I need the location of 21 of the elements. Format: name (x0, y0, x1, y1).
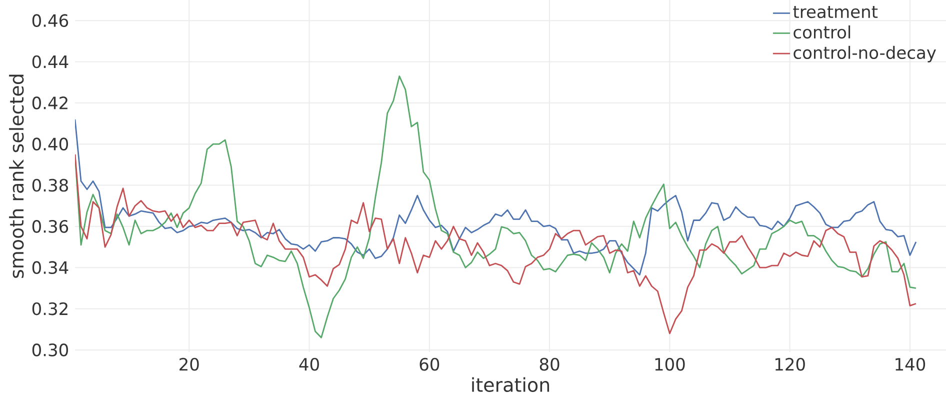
legend-label: control (794, 25, 850, 39)
x-tick-label: 40 (299, 358, 319, 371)
x-tick-label: 80 (540, 358, 560, 371)
x-tick-label: 20 (180, 358, 199, 371)
y-tick-label: 0.36 (32, 220, 68, 233)
x-tick-label: 60 (420, 358, 440, 371)
y-tick-label: 0.32 (32, 302, 68, 316)
y-tick-label: 0.30 (32, 344, 68, 356)
x-tick-label: 100 (655, 358, 685, 371)
y-axis-title: smooth rank selected (9, 74, 24, 278)
y-tick-label: 0.42 (32, 96, 68, 110)
y-tick-label: 0.34 (32, 261, 68, 274)
x-tick-label: 140 (896, 358, 926, 371)
x-tick-label: 120 (775, 358, 805, 371)
y-tick-label: 0.40 (32, 138, 68, 151)
legend-label: control-no-decay (794, 46, 936, 62)
legend-label: treatment (793, 6, 878, 18)
y-tick-label: 0.38 (32, 178, 68, 192)
x-axis-title: iteration (472, 377, 550, 392)
y-tick-label: 0.44 (32, 55, 68, 68)
y-tick-label: 0.46 (32, 14, 68, 28)
